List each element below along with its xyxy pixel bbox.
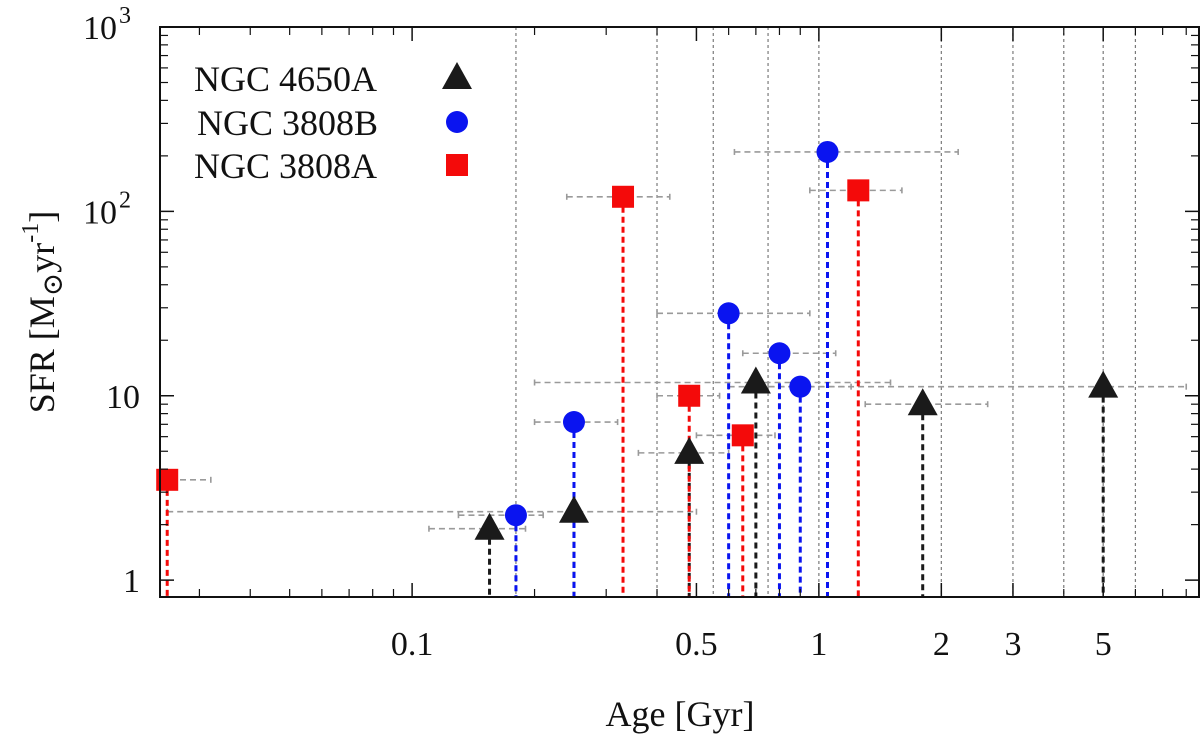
legend-marker-circle bbox=[446, 111, 468, 133]
y-axis-title-subscript: ⊙ bbox=[38, 273, 69, 296]
y-tick-exponent: 3 bbox=[119, 3, 131, 29]
y-tick-label: 10 bbox=[83, 194, 117, 231]
x-tick-label: 1 bbox=[810, 626, 827, 663]
legend-marker-triangle bbox=[442, 62, 472, 89]
x-tick-label: 0.1 bbox=[391, 626, 434, 663]
data-point-triangle bbox=[740, 366, 771, 394]
data-point-triangle bbox=[558, 495, 589, 523]
data-point-square bbox=[731, 424, 754, 447]
legend: NGC 4650A NGC 3808B NGC 3808A bbox=[194, 59, 472, 186]
legend-markers bbox=[442, 62, 472, 176]
legend-label-ngc-3808a: NGC 3808A bbox=[194, 146, 377, 186]
data-point-circle bbox=[717, 302, 740, 325]
data-point-triangle bbox=[674, 436, 705, 464]
x-tick-label: 2 bbox=[933, 626, 950, 663]
y-axis-title: SFR [M⊙yr-1] bbox=[18, 211, 69, 414]
error-bars bbox=[159, 143, 1188, 532]
y-tick-label: 10 bbox=[106, 379, 140, 416]
x-tick-label: 0.5 bbox=[675, 626, 718, 663]
legend-label-ngc-3808b: NGC 3808B bbox=[197, 103, 378, 143]
legend-marker-square bbox=[446, 154, 468, 176]
data-point-circle bbox=[768, 342, 791, 365]
legend-label-ngc-4650a: NGC 4650A bbox=[194, 59, 377, 99]
x-axis-title: Age [Gyr] bbox=[606, 694, 755, 734]
y-tick-label: 1 bbox=[123, 563, 140, 600]
x-tick-label: 5 bbox=[1095, 626, 1112, 663]
data-point-square bbox=[612, 185, 635, 208]
data-point-circle bbox=[789, 375, 812, 398]
data-point-circle bbox=[504, 504, 527, 527]
y-tick-label: 10 bbox=[83, 10, 117, 47]
plot-frame bbox=[159, 26, 1200, 598]
y-axis-title-unit: yr bbox=[22, 243, 62, 273]
drop-lines bbox=[165, 151, 1105, 597]
data-point-square bbox=[678, 384, 701, 407]
x-tick-label: 3 bbox=[1004, 626, 1021, 663]
data-point-circle bbox=[816, 140, 839, 163]
data-point-square bbox=[847, 179, 870, 202]
vertical-reference-lines bbox=[515, 27, 1137, 597]
data-point-triangle bbox=[1088, 370, 1119, 398]
plot-axes bbox=[159, 26, 1200, 598]
y-axis-title-superscript: -1 bbox=[18, 223, 44, 243]
data-point-triangle bbox=[907, 388, 938, 416]
data-point-square bbox=[156, 468, 179, 491]
data-point-triangle bbox=[474, 512, 505, 540]
y-axis-title-base: SFR [M bbox=[22, 296, 62, 413]
y-axis-title-end: ] bbox=[22, 211, 62, 223]
data-markers bbox=[156, 140, 1119, 540]
data-point-circle bbox=[562, 411, 585, 434]
y-tick-exponent: 2 bbox=[119, 187, 131, 213]
